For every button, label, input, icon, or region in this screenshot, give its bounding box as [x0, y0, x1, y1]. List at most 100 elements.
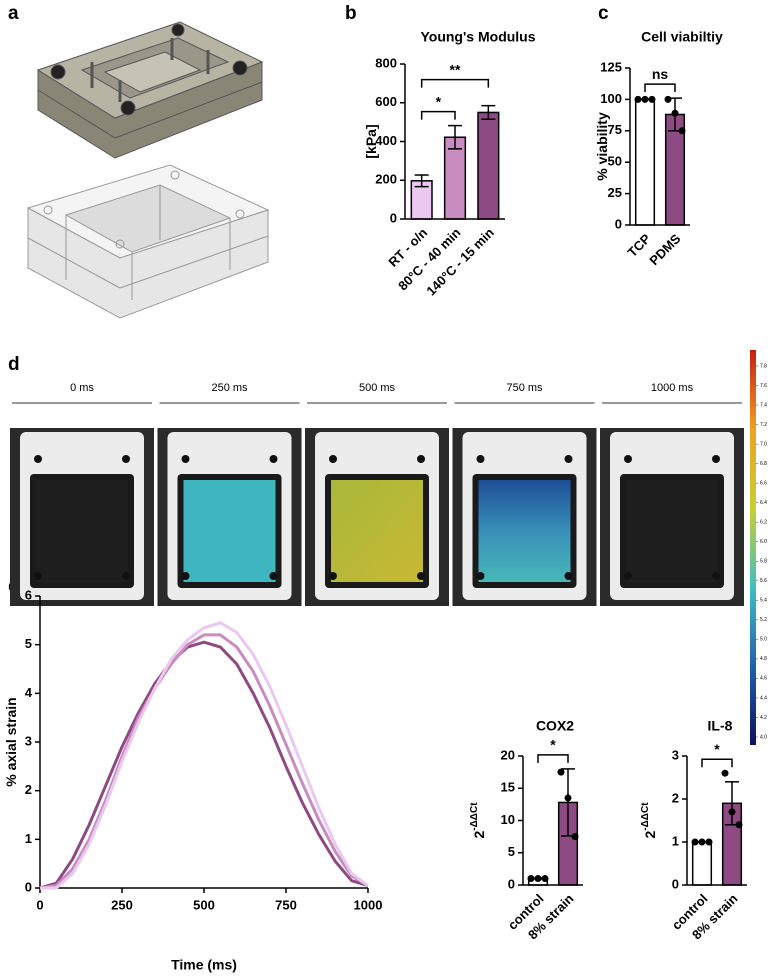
- colorbar-tick-label: 6.2: [760, 520, 767, 526]
- plate-hole: [34, 572, 42, 580]
- data-point: [698, 838, 706, 846]
- plate-hole: [34, 455, 42, 463]
- data-point: [557, 768, 565, 776]
- y-tick-label: 5: [25, 636, 32, 651]
- strain-field: [331, 480, 423, 582]
- data-point: [721, 769, 729, 777]
- colorbar-tick-label: 7.0: [760, 441, 767, 447]
- data-point: [534, 875, 542, 883]
- significance-label: ns: [652, 66, 669, 82]
- strain-field: [478, 480, 571, 582]
- y-tick-label: 75: [608, 122, 622, 137]
- bar: [477, 111, 500, 220]
- chart-title: Cell viabiltiy: [641, 29, 723, 45]
- plate-hole: [269, 572, 278, 580]
- plate-hole: [417, 455, 425, 463]
- mould-render-transparent: [26, 164, 270, 319]
- y-tick-label: 6: [25, 587, 32, 602]
- y-tick-label: 125: [600, 59, 622, 74]
- plate-hole: [564, 455, 573, 463]
- y-axis-label: 2-ΔΔCt: [640, 802, 658, 839]
- strain-curve: [39, 640, 369, 890]
- panel-label: c: [598, 3, 609, 24]
- plate-hole: [181, 572, 190, 580]
- plate-hole: [712, 455, 720, 463]
- data-point: [735, 821, 743, 829]
- data-point: [634, 95, 642, 103]
- y-axis-label-exponent: -ΔΔCt: [640, 802, 651, 831]
- time-label: 250 ms: [211, 382, 248, 394]
- plate-hole: [269, 455, 278, 463]
- plate-hole: [564, 572, 573, 580]
- colorbar-tick-label: 5.6: [760, 578, 767, 584]
- colorbar-tick-label: 7.6: [760, 383, 767, 389]
- colorbar-tick-label: 5.0: [760, 637, 767, 643]
- significance-bracket: [701, 758, 733, 768]
- colorbar-tick-label: 4.6: [760, 676, 767, 682]
- y-tick-label: 2: [672, 790, 679, 805]
- y-tick-label: 1: [672, 833, 679, 848]
- x-tick-label: 750: [275, 897, 297, 912]
- y-tick-label: 0: [672, 876, 679, 891]
- chart-title: Young's Modulus: [420, 29, 535, 45]
- significance-label: **: [450, 61, 461, 77]
- y-axis-label-base: % viability: [594, 112, 610, 181]
- plate-hole: [181, 455, 190, 463]
- colorbar-tick-label: 4.0: [760, 734, 767, 740]
- strain-curve: [39, 633, 369, 890]
- y-axis-label-base: 2: [642, 831, 658, 839]
- plate-hole: [122, 572, 130, 580]
- chart-title: COX2: [536, 718, 574, 734]
- plate-hole: [122, 455, 130, 463]
- y-tick-label: 1: [25, 831, 32, 846]
- colorbar-tick-label: 6.6: [760, 480, 767, 486]
- y-tick-label: 400: [375, 133, 397, 148]
- significance-bracket: [537, 754, 569, 763]
- panel-label: d: [8, 354, 20, 375]
- x-tick-label: 1000: [354, 897, 383, 912]
- data-point: [648, 95, 656, 103]
- data-point: [541, 875, 549, 883]
- significance-bracket: [644, 83, 676, 93]
- y-tick-label: 50: [608, 154, 622, 169]
- data-point: [641, 95, 649, 103]
- y-axis-label: [kPa]: [363, 124, 379, 158]
- y-axis-label-exponent: -ΔΔCt: [469, 802, 480, 831]
- panel-label: b: [345, 3, 357, 24]
- y-axis-label: % axial strain: [3, 697, 19, 787]
- y-tick-label: 0: [615, 216, 622, 231]
- data-point: [571, 833, 579, 841]
- strain-field: [183, 480, 276, 582]
- x-tick-label: PDMS: [646, 231, 683, 268]
- time-label: 1000 ms: [651, 382, 694, 394]
- y-tick-label: 800: [375, 55, 397, 70]
- y-tick-label: 2: [25, 782, 32, 797]
- plate-hole: [329, 455, 337, 463]
- x-tick-label: 0: [36, 897, 43, 912]
- time-label: 0 ms: [70, 382, 94, 394]
- bar: [634, 98, 656, 226]
- x-tick-label: 250: [111, 897, 133, 912]
- time-label: 750 ms: [506, 382, 543, 394]
- data-point: [671, 109, 679, 117]
- y-tick-label: 3: [25, 733, 32, 748]
- significance-label: *: [550, 737, 556, 753]
- colorbar: [750, 350, 756, 745]
- y-axis-label: 2-ΔΔCt: [469, 802, 487, 839]
- colorbar-tick-label: 5.2: [760, 617, 767, 623]
- colorbar-tick-label: 6.8: [760, 461, 767, 467]
- strain-curve: [40, 621, 369, 890]
- y-tick-label: 600: [375, 94, 397, 109]
- y-tick-label: 25: [608, 185, 622, 200]
- y-tick-label: 4: [25, 685, 33, 700]
- y-axis-label-base: 2: [471, 831, 487, 839]
- strain-field: [626, 480, 718, 582]
- colorbar-tick-label: 7.2: [760, 422, 767, 428]
- data-point: [664, 95, 672, 103]
- y-axis-label: % viability: [594, 112, 610, 181]
- mould-render-metal: [36, 21, 264, 159]
- panel-label: a: [8, 3, 19, 24]
- colorbar-tick-label: 6.4: [760, 500, 767, 506]
- y-tick-label: 15: [501, 780, 515, 795]
- colorbar-tick-label: 5.4: [760, 598, 767, 604]
